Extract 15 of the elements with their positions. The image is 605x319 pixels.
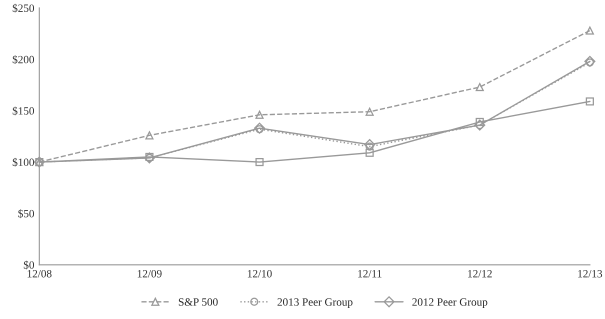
legend-label: S&P 500 (178, 298, 218, 306)
y-tick-label: $50 (18, 209, 34, 218)
legend-label: 2012 Peer Group (412, 298, 488, 308)
x-tick-label: 12/08 (28, 270, 52, 278)
legend-label: 2013 Peer Group (278, 298, 353, 308)
y-tick-label: $200 (12, 55, 34, 64)
y-tick-label: $150 (12, 106, 34, 116)
x-tick-label: 12/09 (138, 270, 162, 278)
x-tick-label: 12/13 (578, 270, 602, 278)
y-tick-label: $100 (12, 158, 34, 167)
x-tick-label: 12/10 (248, 270, 272, 278)
y-tick-label: $0 (24, 260, 34, 270)
x-tick-label: 12/12 (468, 270, 492, 278)
x-tick-label: 12/11 (358, 270, 382, 278)
y-tick-label: $250 (12, 4, 34, 13)
